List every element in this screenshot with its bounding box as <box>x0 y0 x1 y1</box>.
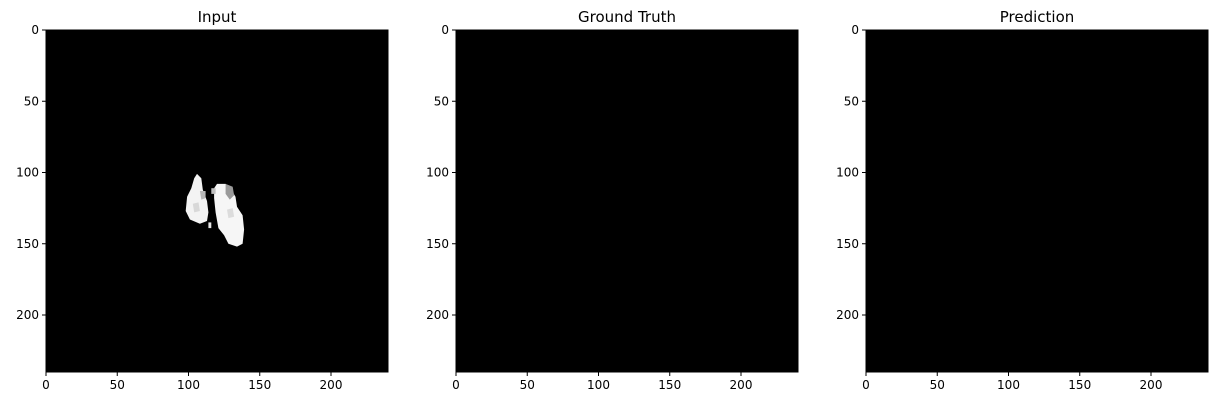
input-region-2 <box>225 183 235 200</box>
ground-truth-panel: Ground Truth 0 50 100 150 200 0 50 100 150 200 <box>426 8 799 392</box>
input-title: Input <box>198 8 237 26</box>
input-panel: Input 0 50 100 150 200 0 50 100 150 200 <box>16 8 389 392</box>
prediction-ytick-label: 50 <box>844 94 859 108</box>
input-xtick-label: 0 <box>42 378 50 392</box>
input-region-5 <box>192 202 200 213</box>
input-region-3 <box>199 191 206 200</box>
ground-truth-title: Ground Truth <box>578 8 676 26</box>
ground-truth-xtick-label: 100 <box>587 378 610 392</box>
ground-truth-ytick-label: 200 <box>426 308 449 322</box>
ground-truth-frame <box>455 29 799 373</box>
input-xtick-label: 200 <box>320 378 343 392</box>
input-xtick-label: 100 <box>177 378 200 392</box>
prediction-ytick-label: 0 <box>851 23 859 37</box>
input-region-6 <box>227 208 235 219</box>
input-ytick-label: 50 <box>24 94 39 108</box>
ground-truth-ytick-label: 150 <box>426 237 449 251</box>
ground-truth-xtick-label: 200 <box>730 378 753 392</box>
prediction-xtick-label: 100 <box>997 378 1020 392</box>
ground-truth-ytick-label: 100 <box>426 166 449 180</box>
ground-truth-xtick-label: 0 <box>452 378 460 392</box>
ground-truth-ytick-label: 50 <box>434 94 449 108</box>
prediction-ytick-label: 150 <box>836 237 859 251</box>
ground-truth-image <box>456 30 798 372</box>
input-region-7 <box>208 222 212 229</box>
prediction-image <box>866 30 1208 372</box>
ground-truth-xtick-label: 50 <box>520 378 535 392</box>
input-xtick-label: 50 <box>110 378 125 392</box>
prediction-frame <box>865 29 1209 373</box>
input-region-0 <box>185 173 209 224</box>
prediction-xtick-label: 200 <box>1140 378 1163 392</box>
input-ytick-label: 0 <box>31 23 39 37</box>
input-region-4 <box>211 188 216 194</box>
input-ytick-label: 200 <box>16 308 39 322</box>
input-frame <box>45 29 389 373</box>
prediction-ytick-label: 100 <box>836 166 859 180</box>
ground-truth-ytick-label: 0 <box>441 23 449 37</box>
prediction-panel: Prediction 0 50 100 150 200 0 50 100 150 200 <box>836 8 1209 392</box>
prediction-xtick-label: 50 <box>930 378 945 392</box>
prediction-ytick-label: 200 <box>836 308 859 322</box>
input-ytick-label: 150 <box>16 237 39 251</box>
prediction-xtick-label: 0 <box>862 378 870 392</box>
prediction-xtick-label: 150 <box>1068 378 1091 392</box>
input-xtick-label: 150 <box>248 378 271 392</box>
ground-truth-xtick-label: 150 <box>658 378 681 392</box>
prediction-title: Prediction <box>1000 8 1075 26</box>
input-ytick-label: 100 <box>16 166 39 180</box>
